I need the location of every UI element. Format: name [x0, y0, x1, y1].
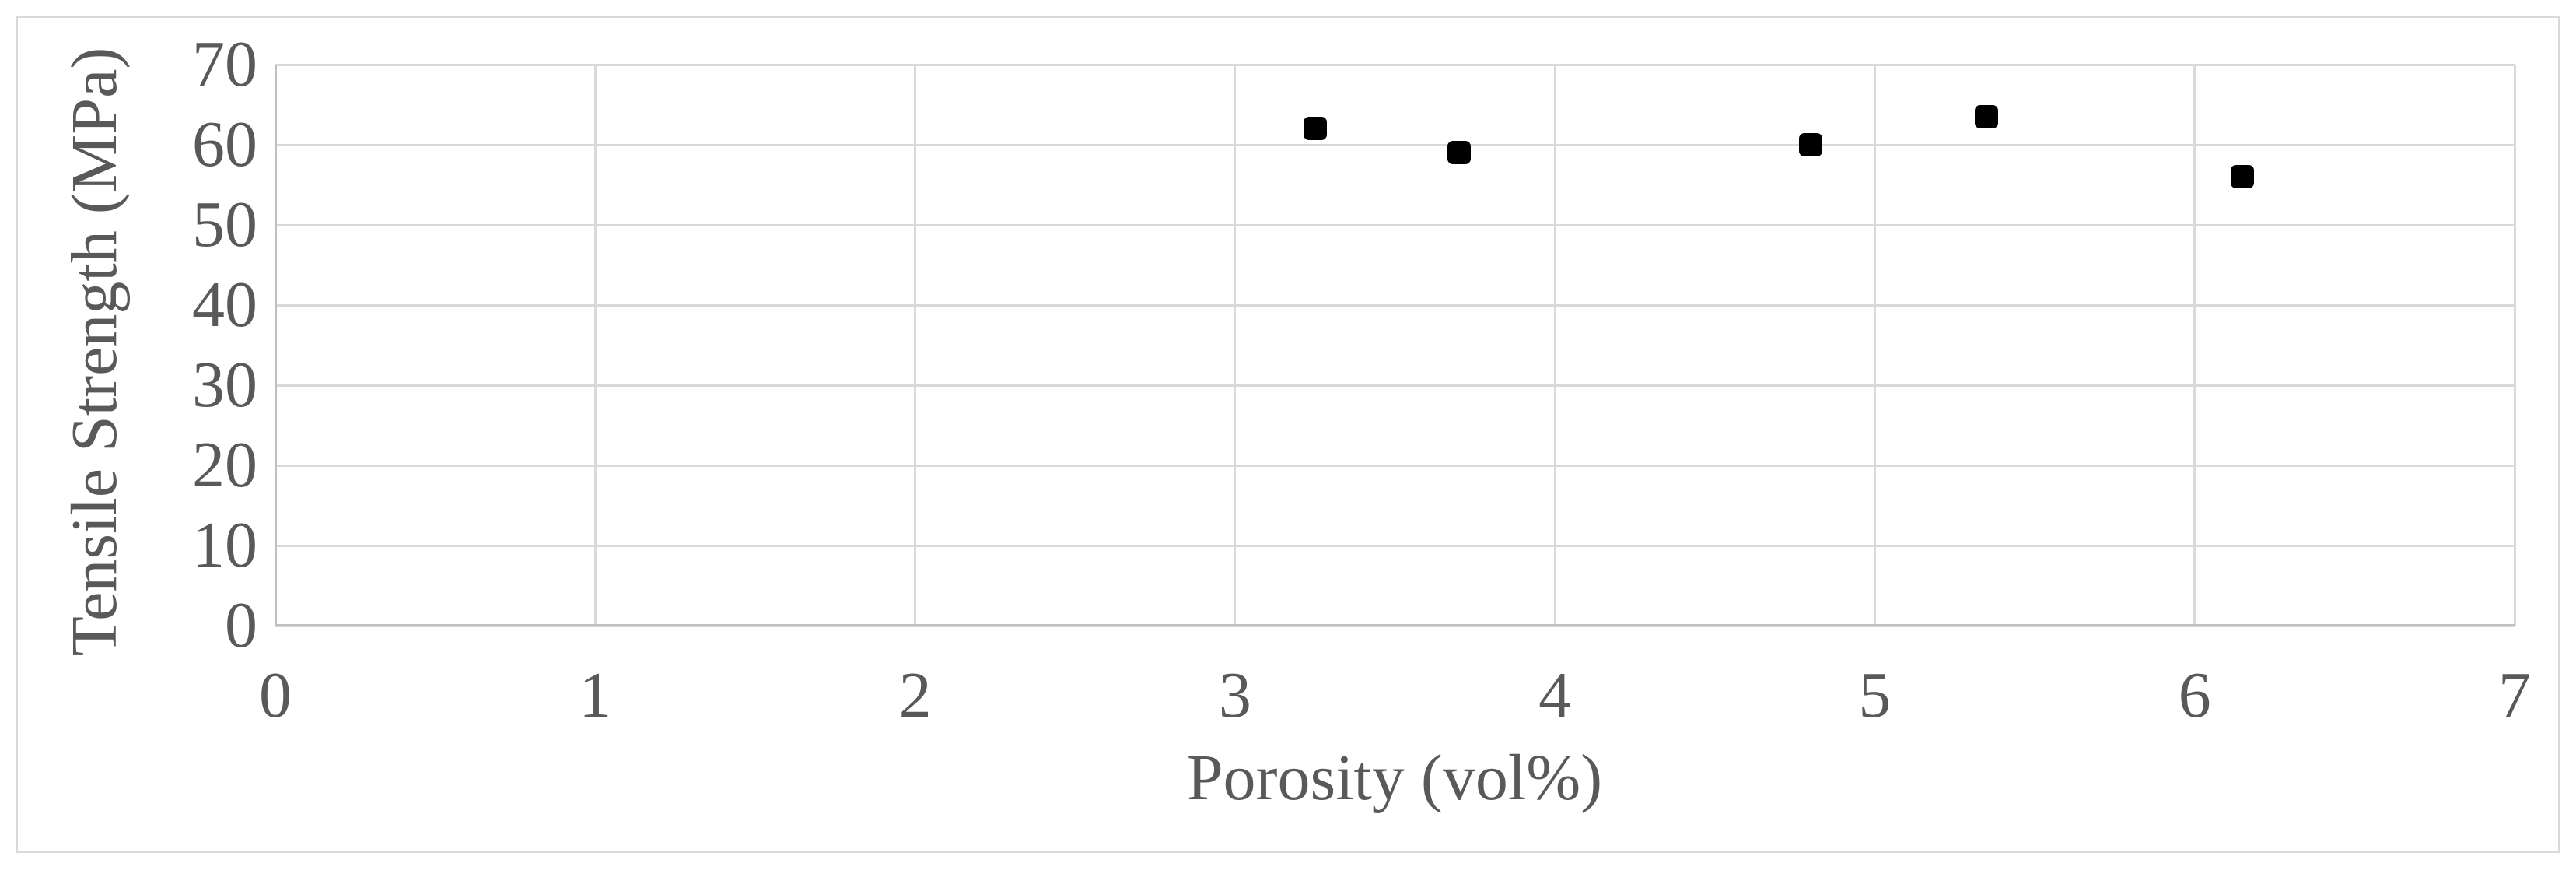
vertical-gridline [1873, 65, 1876, 626]
horizontal-gridline [275, 303, 2515, 307]
x-tick-label: 7 [2498, 659, 2531, 731]
horizontal-gridline [275, 544, 2515, 547]
vertical-gridline [593, 65, 597, 626]
data-point-marker [1303, 117, 1327, 141]
y-axis-title: Tensile Strength (MPa) [58, 47, 131, 657]
plot-area [274, 63, 2516, 627]
x-tick-label: 2 [898, 659, 932, 731]
horizontal-gridline [275, 63, 2515, 66]
y-tick-label: 0 [225, 589, 257, 661]
x-tick-label: 1 [579, 659, 612, 731]
x-axis-line [275, 624, 2515, 626]
vertical-gridline [1553, 65, 1556, 626]
vertical-gridline [914, 65, 917, 626]
horizontal-gridline [275, 223, 2515, 226]
data-point-marker [1799, 133, 1823, 156]
y-tick-label: 10 [192, 509, 257, 581]
y-tick-label: 20 [192, 429, 257, 501]
x-tick-label: 5 [1858, 659, 1892, 731]
y-tick-label: 50 [192, 188, 257, 261]
x-tick-label: 6 [2178, 659, 2211, 731]
x-tick-label: 4 [1538, 659, 1572, 731]
y-tick-label: 70 [192, 28, 257, 100]
chart-border-frame [16, 16, 2560, 853]
horizontal-gridline [275, 143, 2515, 146]
data-point-marker [2231, 165, 2255, 189]
x-axis-title: Porosity (vol%) [1186, 742, 1603, 814]
horizontal-gridline [275, 384, 2515, 387]
y-tick-label: 60 [192, 108, 257, 181]
horizontal-gridline [275, 464, 2515, 467]
vertical-gridline [2513, 65, 2516, 626]
y-tick-label: 30 [192, 349, 257, 421]
x-tick-label: 0 [259, 659, 292, 731]
y-axis-line [275, 65, 277, 626]
vertical-gridline [1234, 65, 1237, 626]
data-point-marker [1975, 104, 1999, 128]
data-point-marker [1447, 141, 1471, 165]
vertical-gridline [2193, 65, 2196, 626]
x-tick-label: 3 [1218, 659, 1251, 731]
y-tick-label: 40 [192, 268, 257, 341]
